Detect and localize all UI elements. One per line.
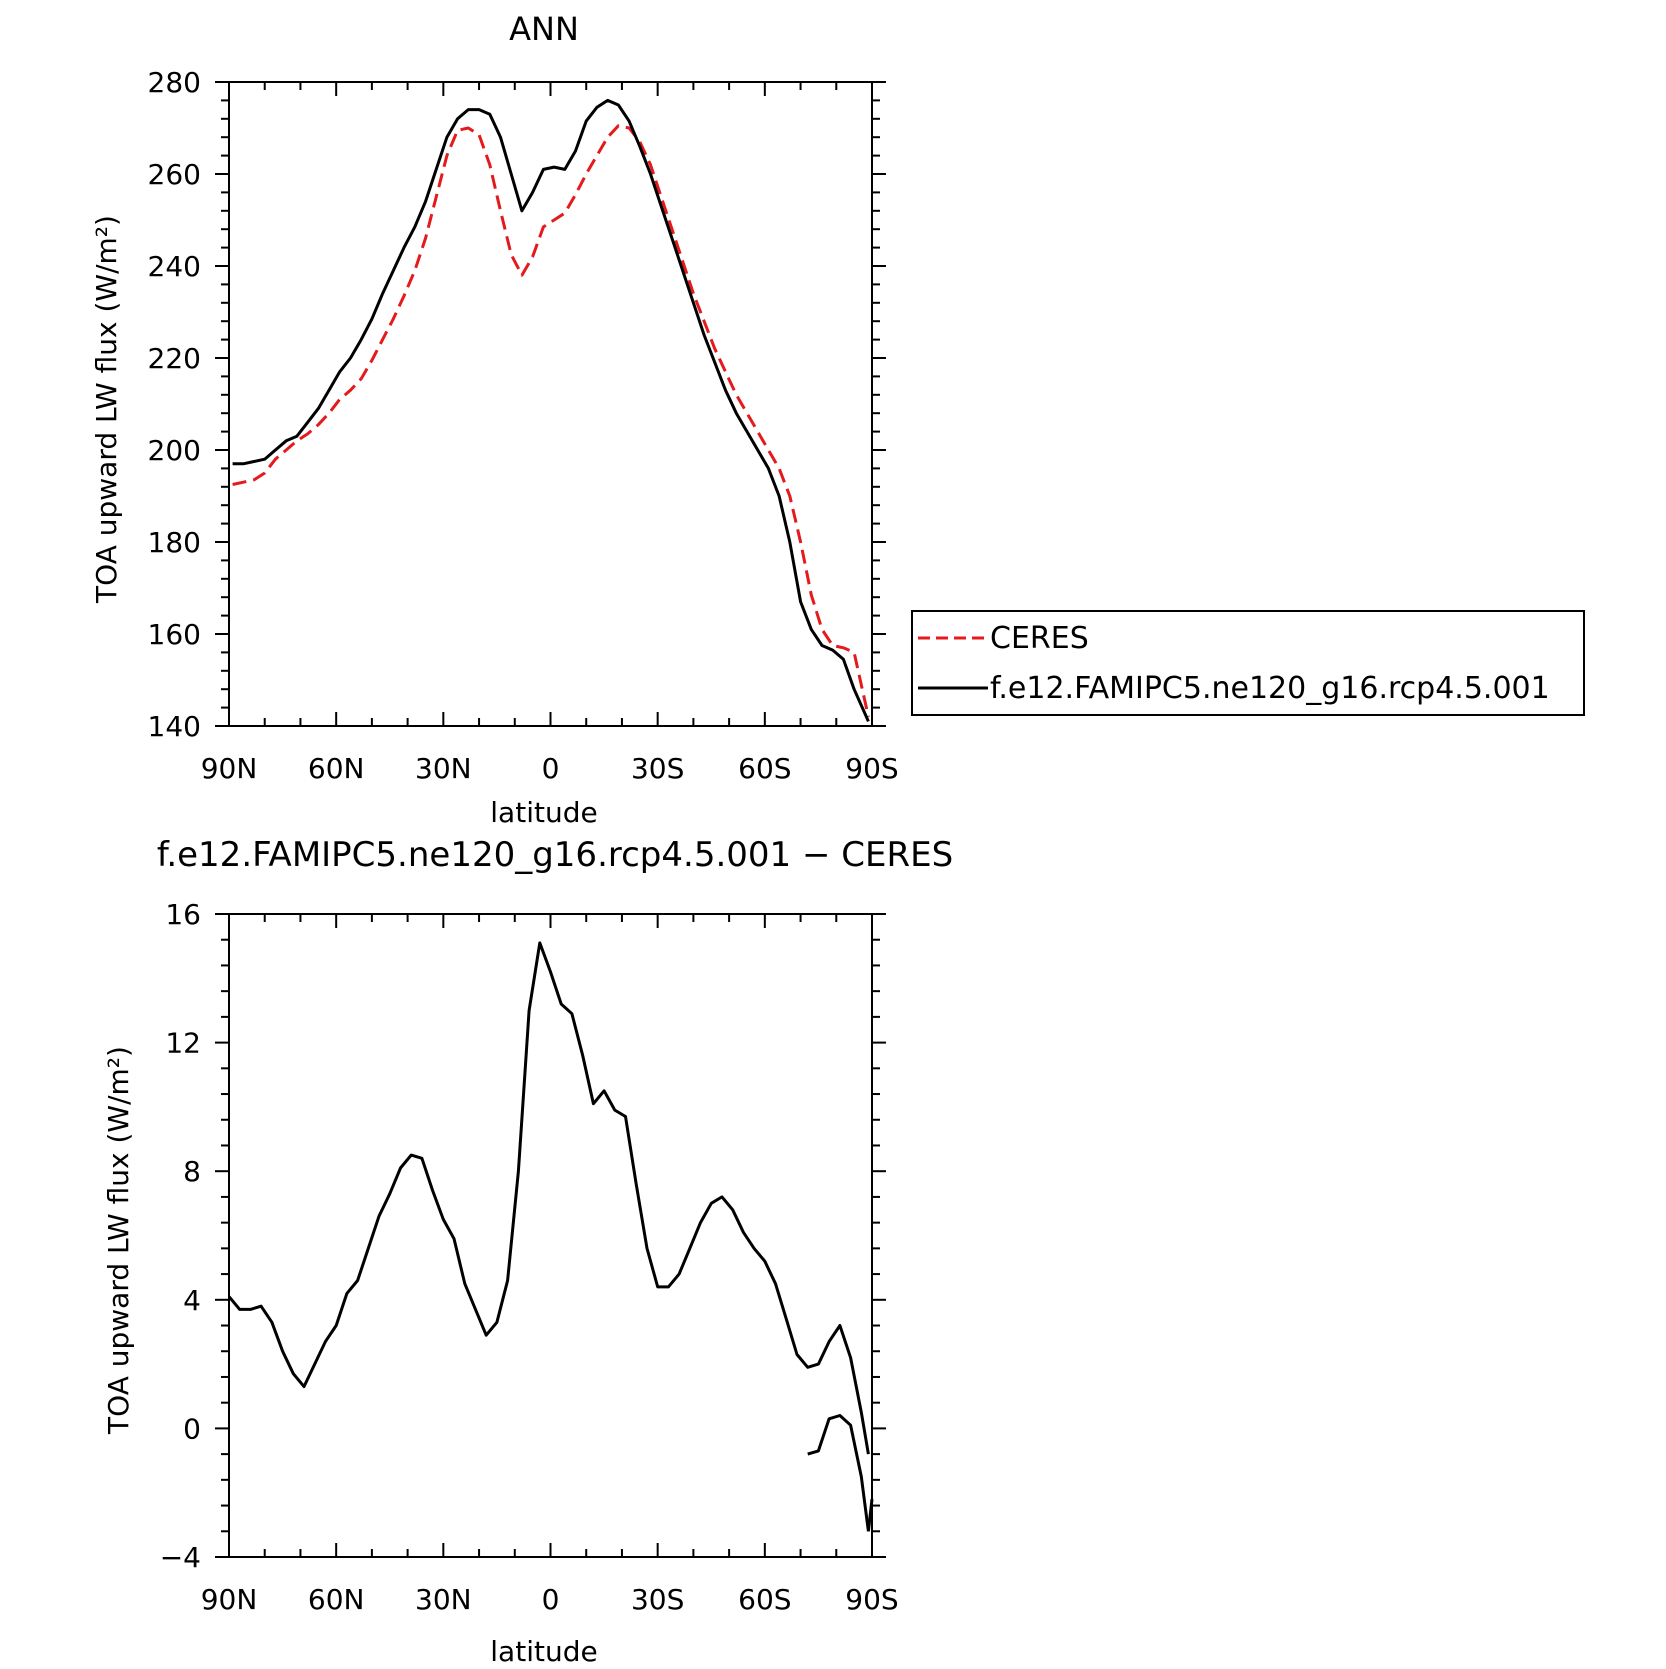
x-tick-label: 90N <box>201 752 258 785</box>
x-tick-label: 0 <box>542 752 560 785</box>
x-tick-label: 30S <box>631 752 684 785</box>
legend: CERES f.e12.FAMIPC5.ne120_g16.rcp4.5.001 <box>911 610 1585 716</box>
x-tick-label: 30N <box>415 752 472 785</box>
series-line-model-or-obs-1 <box>232 98 870 723</box>
y-tick-label: 8 <box>183 1155 201 1188</box>
chart-annual-flux: ANN latitude TOA upward LW flux (W/m²) 9… <box>90 10 899 829</box>
tick-group: 90N 60N 30N 0 30S 60S 90S 280 260 240 220 200 180 160… <box>148 66 899 785</box>
chart-difference: f.e12.FAMIPC5.ne120_g16.rcp4.5.001 − CER… <box>102 835 953 1668</box>
legend-label-ceres: CERES <box>990 621 1089 656</box>
x-tick-label: 30N <box>415 1583 472 1616</box>
legend-label-model: f.e12.FAMIPC5.ne120_g16.rcp4.5.001 <box>990 671 1550 706</box>
y-tick-label: 160 <box>148 618 201 651</box>
chart-title: ANN <box>509 10 579 48</box>
y-tick-label: 240 <box>148 250 201 283</box>
y-tick-label: 16 <box>165 898 201 931</box>
tick-group: 90N 60N 30N 0 30S 60S 90S 16 12 8 4 0 −4 <box>160 898 899 1616</box>
series-group <box>232 98 870 723</box>
y-axis-label: TOA upward LW flux (W/m²) <box>90 215 123 604</box>
y-tick-label: −4 <box>160 1541 201 1574</box>
chart-title: f.e12.FAMIPC5.ne120_g16.rcp4.5.001 − CER… <box>157 835 953 875</box>
x-tick-label: 0 <box>542 1583 560 1616</box>
series-group <box>227 941 874 1532</box>
series-line-tail <box>807 1414 870 1532</box>
x-tick-label: 60N <box>308 752 365 785</box>
x-tick-label: 60N <box>308 1583 365 1616</box>
x-axis-label: latitude <box>490 796 597 829</box>
x-tick-label: 60S <box>738 1583 791 1616</box>
x-tick-label: 90S <box>845 752 898 785</box>
y-tick-label: 12 <box>165 1027 201 1060</box>
series-line-difference-0 <box>227 941 870 1455</box>
x-tick-label: 90S <box>845 1583 898 1616</box>
y-tick-label: 180 <box>148 526 201 559</box>
y-tick-label: 280 <box>148 66 201 99</box>
plot-frame <box>228 81 873 727</box>
y-tick-label: 4 <box>183 1284 201 1317</box>
x-tick-label: 60S <box>738 752 791 785</box>
plot-frame <box>228 913 873 1558</box>
x-tick-label: 30S <box>631 1583 684 1616</box>
y-tick-label: 0 <box>183 1412 201 1445</box>
x-axis-label: latitude <box>490 1635 597 1668</box>
y-axis-label: TOA upward LW flux (W/m²) <box>102 1046 135 1435</box>
legend-box <box>911 610 1585 716</box>
y-tick-label: 260 <box>148 158 201 191</box>
y-tick-label: 200 <box>148 434 201 467</box>
series-line-model-or-obs-0 <box>232 124 870 718</box>
x-tick-label: 90N <box>201 1583 258 1616</box>
y-tick-label: 220 <box>148 342 201 375</box>
y-tick-label: 140 <box>148 710 201 743</box>
